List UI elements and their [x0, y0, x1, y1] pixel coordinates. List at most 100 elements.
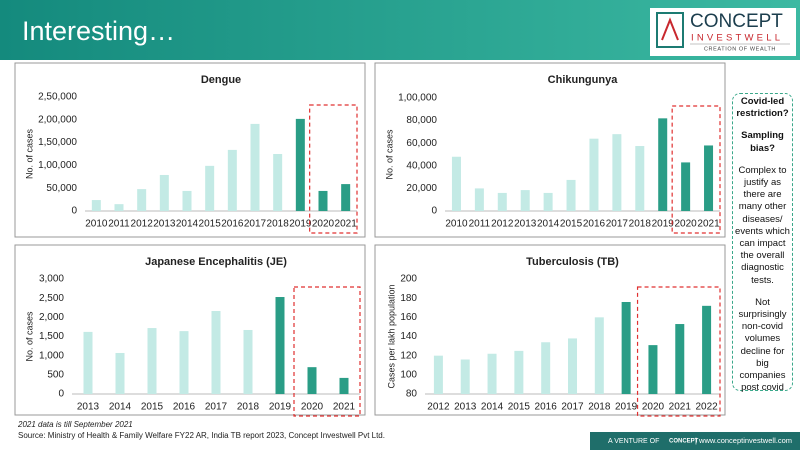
- y-tick-label: 0: [71, 206, 77, 217]
- y-tick-label: 60,000: [406, 138, 437, 149]
- bar: [520, 190, 530, 211]
- y-tick-label: 0: [58, 389, 64, 400]
- side-note-text: Not surprisingly non-covid volumes decli…: [738, 296, 787, 394]
- x-tick-label: 2020: [301, 402, 324, 413]
- bar: [635, 146, 645, 211]
- logo-name: CONCEPT: [690, 11, 783, 32]
- x-tick-label: 2017: [205, 402, 228, 413]
- x-tick-label: 2016: [173, 402, 196, 413]
- y-tick-label: 2,50,000: [38, 92, 77, 103]
- y-tick-label: 160: [400, 312, 417, 323]
- x-tick-label: 2015: [508, 402, 531, 413]
- x-tick-label: 2015: [199, 219, 222, 230]
- bar: [568, 338, 577, 394]
- page-title: Interesting…: [22, 16, 175, 46]
- x-tick-label: 2012: [491, 219, 514, 230]
- x-tick-label: 2011: [469, 219, 491, 230]
- bar: [147, 328, 157, 394]
- bar: [307, 367, 317, 394]
- chart-title: Tuberculosis (TB): [526, 256, 619, 268]
- x-tick-label: 2021: [697, 219, 720, 230]
- x-tick-label: 2010: [445, 219, 468, 230]
- bar: [275, 297, 285, 394]
- y-tick-label: 80: [406, 389, 418, 400]
- bar: [648, 345, 658, 394]
- x-tick-label: 2021: [669, 402, 692, 413]
- x-tick-label: 2019: [289, 219, 312, 230]
- x-tick-label: 2018: [237, 402, 260, 413]
- x-tick-label: 2013: [153, 219, 176, 230]
- highlight-box: [671, 105, 721, 234]
- y-tick-label: 2,00,000: [38, 114, 77, 125]
- x-tick-label: 2010: [85, 219, 108, 230]
- y-tick-label: 140: [400, 331, 417, 342]
- bar: [243, 329, 253, 394]
- y-tick-label: 1,50,000: [38, 137, 77, 148]
- bar: [159, 174, 169, 211]
- y-tick-label: 1,00,000: [38, 160, 77, 171]
- y-axis-label: No. of cases: [24, 128, 34, 179]
- bar: [137, 189, 147, 211]
- y-tick-label: 100: [400, 369, 417, 380]
- chart-title: Chikungunya: [548, 74, 619, 86]
- bar: [295, 118, 305, 211]
- bar: [675, 324, 685, 394]
- highlight-box: [636, 286, 721, 417]
- x-tick-label: 2018: [629, 219, 652, 230]
- bar: [227, 149, 237, 211]
- bar: [341, 184, 351, 211]
- bar: [594, 317, 604, 394]
- bar: [543, 192, 553, 211]
- x-tick-label: 2018: [588, 402, 611, 413]
- highlight-box: [293, 286, 361, 417]
- x-tick-label: 2013: [454, 402, 477, 413]
- chart-title: Dengue: [201, 74, 241, 86]
- side-note-text: Complex to justify as there are many oth…: [735, 164, 790, 286]
- x-tick-label: 2019: [269, 402, 292, 413]
- x-tick-label: 2015: [141, 402, 164, 413]
- bar: [474, 188, 484, 211]
- x-tick-label: 2021: [335, 219, 358, 230]
- bar: [621, 302, 631, 394]
- y-tick-label: 2,000: [39, 312, 64, 323]
- x-tick-label: 2014: [109, 402, 132, 413]
- bar: [658, 118, 668, 211]
- bar: [339, 377, 349, 394]
- footer-url: | www.conceptinvestwell.com: [695, 436, 792, 445]
- bar: [460, 359, 470, 394]
- bar: [487, 353, 497, 394]
- x-tick-label: 2014: [481, 402, 504, 413]
- y-tick-label: 1,00,000: [398, 93, 437, 104]
- bar: [114, 204, 124, 211]
- x-tick-label: 2020: [642, 402, 665, 413]
- x-tick-label: 2011: [108, 219, 130, 230]
- bar: [115, 352, 125, 394]
- bar: [182, 190, 192, 211]
- x-tick-label: 2018: [267, 219, 290, 230]
- y-tick-label: 1,000: [39, 350, 64, 361]
- x-tick-label: 2014: [537, 219, 560, 230]
- bar: [497, 192, 507, 211]
- bar: [514, 350, 524, 394]
- bar: [273, 154, 283, 211]
- y-tick-label: 120: [400, 350, 417, 361]
- y-axis-label: Cases per lakh population: [386, 284, 396, 388]
- chart-title: Japanese Encephalitis (JE): [145, 256, 287, 268]
- y-axis-label: No. of cases: [384, 129, 394, 180]
- bar: [612, 134, 622, 211]
- footer-source: Source: Ministry of Health & Family Welf…: [18, 431, 385, 440]
- bar: [541, 342, 551, 394]
- y-tick-label: 500: [47, 369, 64, 380]
- side-note: Covid-led restriction? Sampling bias? Co…: [732, 93, 793, 393]
- y-tick-label: 80,000: [406, 115, 437, 126]
- y-tick-label: 40,000: [406, 160, 437, 171]
- bar: [91, 200, 101, 211]
- panel: [374, 62, 726, 238]
- bar: [589, 138, 599, 211]
- y-axis-label: No. of cases: [24, 311, 34, 362]
- side-note-question: Covid-led restriction?: [736, 96, 789, 120]
- x-tick-label: 2020: [312, 219, 335, 230]
- footer-note: 2021 data is till September 2021: [17, 420, 133, 429]
- x-tick-label: 2017: [561, 402, 584, 413]
